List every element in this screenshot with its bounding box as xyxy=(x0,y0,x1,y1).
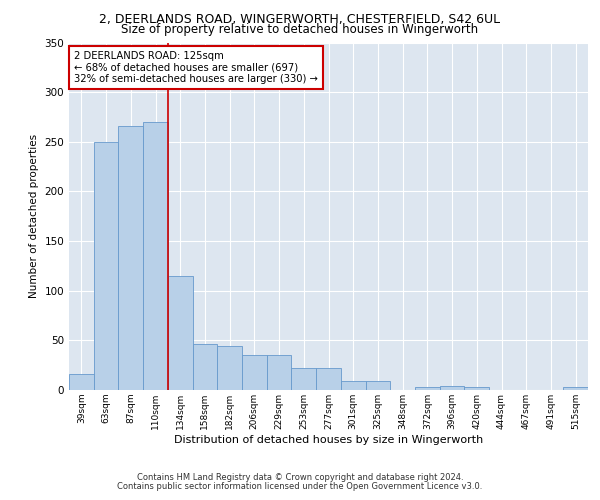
X-axis label: Distribution of detached houses by size in Wingerworth: Distribution of detached houses by size … xyxy=(174,434,483,444)
Text: Contains public sector information licensed under the Open Government Licence v3: Contains public sector information licen… xyxy=(118,482,482,491)
Bar xyxy=(193,344,217,390)
Text: Contains HM Land Registry data © Crown copyright and database right 2024.: Contains HM Land Registry data © Crown c… xyxy=(137,472,463,482)
Bar xyxy=(242,355,267,390)
Bar xyxy=(267,355,292,390)
Bar xyxy=(143,122,168,390)
Bar xyxy=(464,387,489,390)
Bar xyxy=(118,126,143,390)
Bar xyxy=(440,386,464,390)
Text: Size of property relative to detached houses in Wingerworth: Size of property relative to detached ho… xyxy=(121,22,479,36)
Bar xyxy=(415,387,440,390)
Text: 2 DEERLANDS ROAD: 125sqm
← 68% of detached houses are smaller (697)
32% of semi-: 2 DEERLANDS ROAD: 125sqm ← 68% of detach… xyxy=(74,51,318,84)
Text: 2, DEERLANDS ROAD, WINGERWORTH, CHESTERFIELD, S42 6UL: 2, DEERLANDS ROAD, WINGERWORTH, CHESTERF… xyxy=(100,12,500,26)
Bar xyxy=(168,276,193,390)
Bar xyxy=(94,142,118,390)
Bar xyxy=(292,368,316,390)
Bar xyxy=(217,346,242,390)
Bar xyxy=(341,381,365,390)
Bar xyxy=(316,368,341,390)
Bar xyxy=(365,381,390,390)
Y-axis label: Number of detached properties: Number of detached properties xyxy=(29,134,39,298)
Bar xyxy=(69,374,94,390)
Bar xyxy=(563,387,588,390)
